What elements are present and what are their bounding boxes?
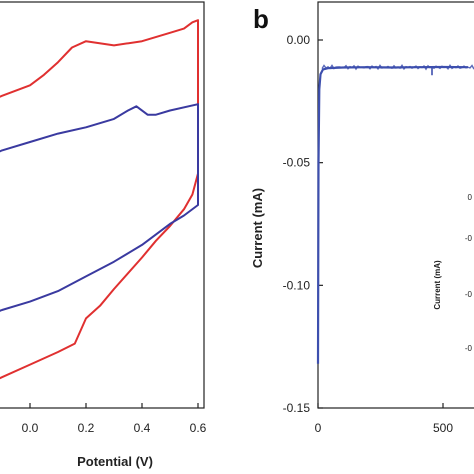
panel-b-x-tick-label: 500 [433,421,453,435]
panel-b-x-tick-label: 0 [315,421,322,435]
panel-a-plot-frame [0,1,205,409]
panel-a-x-tick-label: 0.2 [78,421,95,435]
inset-y-tick-label: -0 [465,290,473,299]
panel-b-y-tick-label: -0.15 [283,401,311,415]
panel-b-y-ticks: 0.00 -0.05 -0.10 -0.15 [283,33,323,415]
panel-a-x-ticks: 0.0 0.2 0.4 0.6 [22,403,207,435]
panel-b-y-tick-label: -0.10 [283,278,311,292]
inset-y-tick-label: -0 [465,344,473,353]
panel-a-x-tick-label: 0.6 [190,421,207,435]
panel-b-y-tick-label: -0.05 [283,156,311,170]
panel-b-series-1 [316,65,469,364]
panel-b-plot-frame [317,1,474,409]
panel-b-x-ticks: 050010001 [315,403,453,435]
panel-b-series-noise [321,63,474,71]
panel-a-series-group [0,19,199,380]
panel-a-x-tick-label: 0.4 [134,421,151,435]
panel-b-y-tick-label: 0.00 [287,33,311,47]
inset-y-tick-label: -0 [465,234,473,243]
panel-b-inset: Current (mA) 0 -0 -0 -0 [433,193,473,353]
panel-b-y-axis-label: Current (mA) [250,188,265,268]
panel-a-x-axis-label: Potential (V) [77,454,153,469]
panel-a-x-tick-label: 0.0 [22,421,39,435]
inset-y-tick-label: 0 [468,193,473,202]
inset-y-axis-label: Current (mA) [433,260,442,310]
panel-b-letter: b [253,4,269,34]
inset-y-ticks: 0 -0 -0 -0 [465,193,473,353]
panel-a-series-1 [0,19,199,380]
panel-a: 0.0 0.2 0.4 0.6 Potential (V) [0,1,207,469]
panel-b: b 0.00-0.05-0.10-0.15 050010001 Current … [250,1,474,435]
panel-b-series-group [316,63,474,364]
panel-a-series-2 [0,103,199,312]
